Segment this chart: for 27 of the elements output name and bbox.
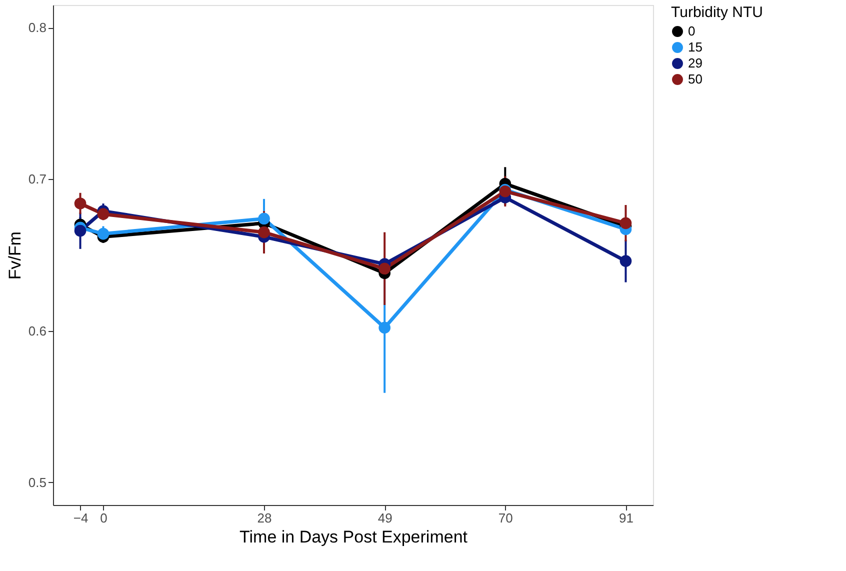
y-axis-title: Fv/Fm <box>5 231 24 280</box>
x-tick-label: 0 <box>100 510 108 526</box>
point <box>97 208 110 220</box>
legend-title: Turbidity NTU <box>671 4 763 21</box>
point <box>97 228 110 240</box>
point <box>74 224 86 237</box>
x-tick-label: −4 <box>73 510 88 526</box>
x-axis-title: Time in Days Post Experiment <box>240 528 468 546</box>
legend-label: 50 <box>688 72 702 86</box>
point <box>620 255 632 267</box>
point <box>74 198 86 210</box>
x-tick-label: 91 <box>618 510 634 526</box>
y-tick-label: 0.7 <box>28 172 46 187</box>
y-tick-label: 0.5 <box>28 474 46 490</box>
x-tick-label: 49 <box>378 510 392 526</box>
point <box>378 262 390 275</box>
legend-label: 15 <box>688 40 702 54</box>
x-tick-label: 70 <box>498 510 513 526</box>
point <box>378 322 390 334</box>
point <box>258 212 270 225</box>
legend-label: 29 <box>688 56 702 70</box>
x-tick-label: 28 <box>257 510 272 526</box>
legend-label: 0 <box>688 24 696 38</box>
point <box>258 226 270 238</box>
y-tick-label: 0.6 <box>28 323 46 338</box>
point <box>620 217 632 230</box>
y-tick-label: 0.8 <box>28 20 46 36</box>
